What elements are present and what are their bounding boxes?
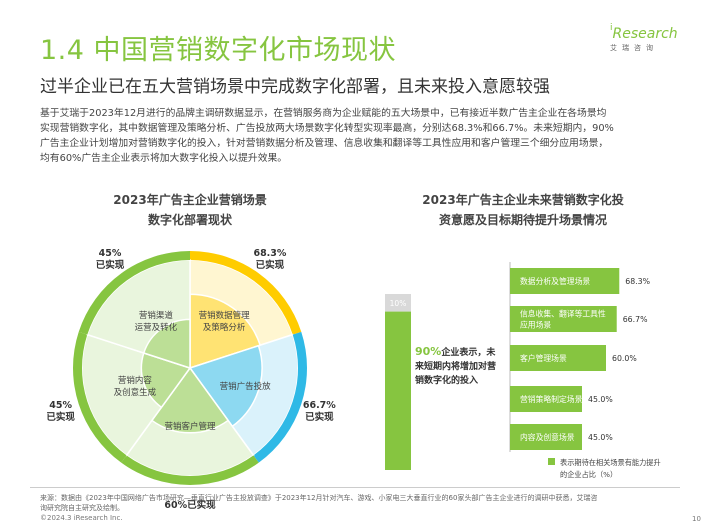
footer-divider: [30, 487, 680, 488]
bar-category-label: 信息收集、翻译等工具性: [520, 309, 606, 319]
right-chart-title-line: 2023年广告主企业未来营销数字化投: [422, 193, 624, 207]
pie-slice-outer-band: [78, 251, 190, 335]
bar: [510, 424, 582, 450]
pie-slice: [140, 352, 192, 409]
pie-slice: [189, 293, 262, 370]
pie-category-label: 及策略分析: [203, 322, 246, 333]
bar: [510, 268, 620, 294]
page-title: 1.4 中国营销数字化市场现状: [40, 35, 397, 66]
legend-label: 表示期待在相关场景有能力提升: [560, 458, 661, 467]
source-line: 询研究院自主研究及绘制。: [40, 504, 124, 512]
pie-category-label: 营销内容: [118, 375, 153, 386]
stack-callout-line: 来短期内将增加对营: [414, 360, 496, 372]
logo-sub: 艾瑞咨询: [610, 44, 658, 52]
pie-slice-outer-band: [190, 251, 302, 335]
pie-category-label: 营销数据管理: [199, 310, 251, 321]
stack-segment-green: [385, 311, 411, 470]
stack-segment-grey: [385, 294, 411, 312]
left-chart-title-line: 2023年广告主企业营销场景: [113, 193, 267, 207]
pie-value-label: 已实现: [96, 259, 125, 271]
legend-label: 的企业占比（%）: [560, 470, 617, 479]
pie-slice: [188, 344, 263, 428]
bar-category-label: 客户管理场景: [520, 353, 567, 363]
bar-value-label: 68.3%: [625, 277, 650, 286]
bar-value-label: 60.0%: [612, 354, 637, 363]
source-note: 来源：数据由《2023年中国网络广告市场研究—垂直行业广告主投放调查》于2023…: [40, 493, 680, 513]
pie-value-label: 66.7%: [303, 400, 336, 411]
pie-category-label: 及创意生成: [114, 387, 157, 398]
pie-value-label: 45%: [99, 248, 122, 259]
source-line: 来源：数据由《2023年中国网络广告市场研究—垂直行业广告主投放调查》于2023…: [40, 494, 598, 502]
pie-value-label: 已实现: [256, 259, 285, 271]
page-subtitle: 过半企业已在五大营销场景中完成数字化部署，且未来投入意愿较强: [40, 77, 550, 97]
left-chart-title-line: 数字化部署现状: [147, 213, 232, 227]
pie-slice: [150, 366, 230, 434]
bar: [510, 345, 606, 371]
legend-swatch: [548, 458, 555, 465]
bar-category-label: 营销策略制定场景: [520, 394, 583, 404]
intro-line: 广告主企业计划增加对营销数字化的投入，针对营销数据分析及管理、信息收集和翻译等工…: [40, 138, 609, 149]
right-chart-title-line: 资意愿及目标期待提升场景情况: [438, 213, 607, 227]
stack-callout-text: 企业表示，未: [440, 346, 496, 358]
logo-word: Research: [612, 26, 678, 42]
right-chart-title: 2023年广告主企业未来营销数字化投 资意愿及目标期待提升场景情况: [398, 190, 648, 230]
page-number: 10: [692, 515, 701, 523]
pie-category-label: 营销广告投放: [220, 381, 272, 392]
pie-value-label: 60%已实现: [164, 499, 216, 511]
pie-value-label: 68.3%: [253, 248, 286, 259]
pie-slice-outer-band: [121, 455, 259, 486]
intro-line: 均有60%广告主企业表示将加大数字化投入以提升效果。: [40, 153, 288, 164]
pie-slice-outer-band: [253, 331, 307, 463]
logo-dot: i: [610, 23, 613, 33]
bar: [510, 306, 617, 332]
bar-category-label: 数据分析及管理场景: [520, 276, 590, 286]
pie-value-label: 已实现: [305, 411, 334, 423]
bar: [510, 386, 582, 412]
copyright: ©2024.3 iResearch Inc.: [40, 514, 123, 522]
stack-callout-line: 90%企业表示，未: [415, 345, 496, 358]
bar-value-label: 45.0%: [588, 433, 613, 442]
bar-category-label: 内容及创意场景: [520, 432, 575, 442]
pie-slice: [142, 318, 191, 370]
bar-value-label: 45.0%: [588, 395, 613, 404]
bar-value-label: 66.7%: [623, 315, 648, 324]
pie-category-label: 运营及转化: [135, 322, 178, 333]
intro-paragraph: 基于艾瑞于2023年12月进行的品牌主调研数据显示，在营销服务商为企业赋能的五大…: [40, 106, 680, 166]
stack-callout-value: 90%: [415, 345, 441, 358]
pie-value-label: 已实现: [46, 411, 75, 423]
pie-value-label: 45%: [49, 400, 72, 411]
intro-line: 基于艾瑞于2023年12月进行的品牌主调研数据显示，在营销服务商为企业赋能的五大…: [40, 108, 607, 119]
pie-slice-outer-band: [73, 331, 127, 463]
iresearch-logo: iResearch 艾瑞咨询: [610, 23, 678, 53]
pie-category-label: 营销客户管理: [164, 421, 216, 432]
intro-line: 实现营销数字化，其中数据管理及策略分析、广告投放两大场景数字化转型实现率最高，分…: [40, 123, 614, 134]
stack-top-label: 10%: [390, 299, 407, 308]
bar-category-label: 应用场景: [520, 320, 551, 330]
stack-callout-line: 销数字化的投入: [415, 374, 478, 386]
pie-category-label: 营销渠道: [139, 310, 174, 321]
left-chart-title: 2023年广告主企业营销场景 数字化部署现状: [90, 190, 290, 230]
